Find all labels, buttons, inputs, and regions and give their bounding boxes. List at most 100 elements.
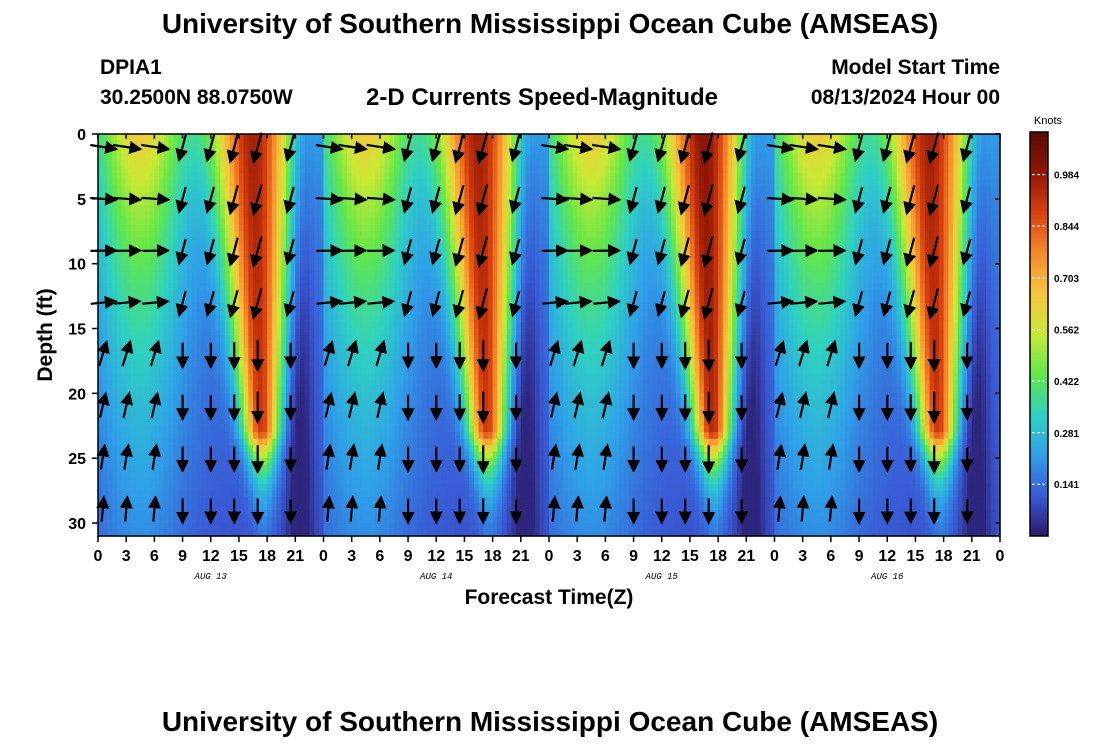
heatmap-cell [130, 205, 137, 213]
heatmap-cell [116, 399, 123, 407]
heatmap-cell [440, 412, 447, 420]
heatmap-cell [182, 159, 188, 168]
heatmap-cell [417, 438, 423, 446]
heatmap-cell [328, 309, 334, 317]
heatmap-cell [201, 516, 207, 524]
heatmap-cell [107, 134, 113, 142]
heatmap-cell [403, 270, 409, 278]
heatmap-cell [196, 322, 202, 330]
heatmap-cell [107, 484, 113, 492]
heatmap-cell [182, 322, 188, 330]
heatmap-cell [356, 231, 362, 239]
heatmap-cell [379, 172, 386, 180]
heatmap-cell [431, 471, 437, 479]
heatmap-cell [412, 263, 419, 271]
heatmap-cell [365, 497, 372, 505]
heatmap-cell [393, 393, 400, 401]
heatmap-cell [389, 276, 395, 284]
heatmap-cell [107, 464, 113, 472]
heatmap-cell [426, 250, 433, 258]
heatmap-cell [116, 386, 123, 394]
heatmap-cell [201, 237, 207, 245]
heatmap-cell [328, 289, 334, 297]
heatmap-cell [304, 464, 311, 472]
heatmap-cell [408, 419, 414, 427]
heatmap-cell [276, 516, 282, 524]
heatmap-cell [116, 244, 123, 252]
heatmap-cell [450, 263, 456, 271]
heatmap-cell [262, 347, 268, 356]
heatmap-cell [98, 159, 104, 168]
heatmap-cell [318, 484, 325, 492]
heatmap-cell [102, 360, 108, 369]
heatmap-cell [187, 185, 193, 193]
heatmap-cell [365, 335, 372, 343]
heatmap-cell [243, 244, 249, 252]
heatmap-cell [210, 438, 217, 446]
heatmap-cell [121, 432, 127, 440]
heatmap-cell [328, 224, 334, 232]
heatmap-cell [445, 250, 451, 258]
heatmap-cell [243, 432, 249, 440]
heatmap-cell [440, 529, 447, 537]
heatmap-cell [469, 328, 475, 336]
heatmap-cell [140, 432, 146, 440]
heatmap-cell [135, 458, 141, 466]
heatmap-cell [337, 516, 343, 524]
heatmap-cell [300, 211, 306, 219]
heatmap-cell [159, 315, 165, 323]
heatmap-cell [253, 224, 259, 232]
heatmap-cell [464, 224, 470, 232]
heatmap-cell [356, 185, 362, 193]
heatmap-cell [220, 211, 226, 219]
heatmap-cell [107, 451, 113, 459]
heatmap-cell [281, 503, 287, 511]
heatmap-cell [455, 315, 461, 323]
heatmap-cell [408, 172, 414, 180]
heatmap-cell [130, 419, 137, 427]
heatmap-cell [182, 419, 188, 427]
heatmap-cell [262, 257, 268, 265]
heatmap-cell [281, 451, 287, 459]
heatmap-cell [243, 477, 249, 485]
heatmap-cell [450, 445, 456, 453]
heatmap-cell [351, 205, 357, 213]
heatmap-cell [450, 146, 456, 155]
heatmap-cell [102, 218, 108, 226]
heatmap-cell [431, 399, 437, 407]
heatmap-cell [314, 360, 320, 369]
heatmap-cell [398, 198, 404, 206]
heatmap-cell [154, 237, 160, 245]
heatmap-cell [314, 276, 320, 284]
heatmap-cell [243, 185, 249, 193]
heatmap-cell [398, 140, 404, 148]
heatmap-cell [417, 218, 423, 226]
heatmap-cell [191, 231, 198, 239]
heatmap-cell [177, 231, 184, 239]
heatmap-cell [422, 270, 428, 278]
heatmap-cell [102, 159, 108, 168]
heatmap-cell [290, 477, 296, 485]
heatmap-cell [351, 380, 357, 388]
heatmap-cell [332, 140, 339, 148]
heatmap-cell [224, 276, 231, 284]
heatmap-cell [177, 276, 184, 284]
heatmap-cell [436, 283, 442, 291]
heatmap-cell [121, 445, 127, 453]
heatmap-cell [196, 393, 202, 401]
heatmap-cell [201, 412, 207, 420]
heatmap-cell [234, 380, 240, 388]
heatmap-cell [206, 211, 212, 219]
heatmap-cell [238, 471, 245, 479]
heatmap-cell [243, 438, 249, 446]
heatmap-cell [365, 438, 372, 446]
heatmap-cell [356, 218, 362, 226]
heatmap-cell [191, 146, 198, 155]
heatmap-cell [403, 289, 409, 297]
heatmap-cell [206, 419, 212, 427]
heatmap-cell [309, 425, 315, 433]
heatmap-cell [285, 270, 292, 278]
heatmap-cell [431, 503, 437, 511]
heatmap-cell [337, 471, 343, 479]
heatmap-cell [173, 218, 179, 226]
